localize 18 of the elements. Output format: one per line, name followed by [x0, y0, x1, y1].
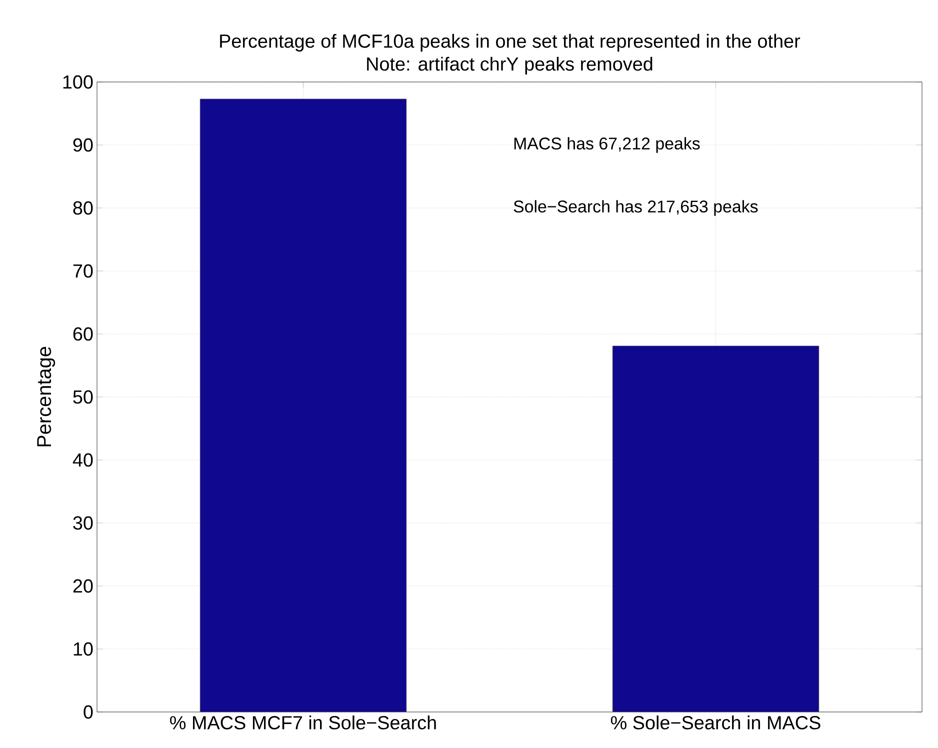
y-tick-label: 10	[74, 642, 93, 656]
x-tick-label: % Sole−Search in MACS	[610, 716, 820, 730]
chart-subtitle: Note: artifact chrY peaks removed	[367, 56, 652, 74]
y-axis-title: Percentage	[37, 346, 56, 446]
y-tick-label: 80	[73, 201, 93, 215]
annotation: MACS has 67,212 peaks	[514, 137, 700, 153]
y-tick-label: 90	[73, 138, 93, 152]
x-tick-label: % MACS MCF7 in Sole−Search	[170, 716, 436, 730]
y-tick-label: 60	[73, 327, 93, 341]
y-tick-label: 30	[73, 516, 93, 530]
chart-title: Percentage of MCF10a peaks in one set that represented in the other	[220, 34, 800, 52]
y-tick-label: 70	[73, 264, 93, 278]
y-tick-label: 100	[63, 75, 93, 89]
annotation: Sole−Search has 217,653 peaks	[514, 200, 758, 216]
y-tick-label: 40	[72, 453, 93, 467]
y-tick-label: 20	[73, 579, 93, 593]
y-tick-label: 0	[84, 705, 93, 719]
y-tick-label: 50	[73, 390, 93, 404]
